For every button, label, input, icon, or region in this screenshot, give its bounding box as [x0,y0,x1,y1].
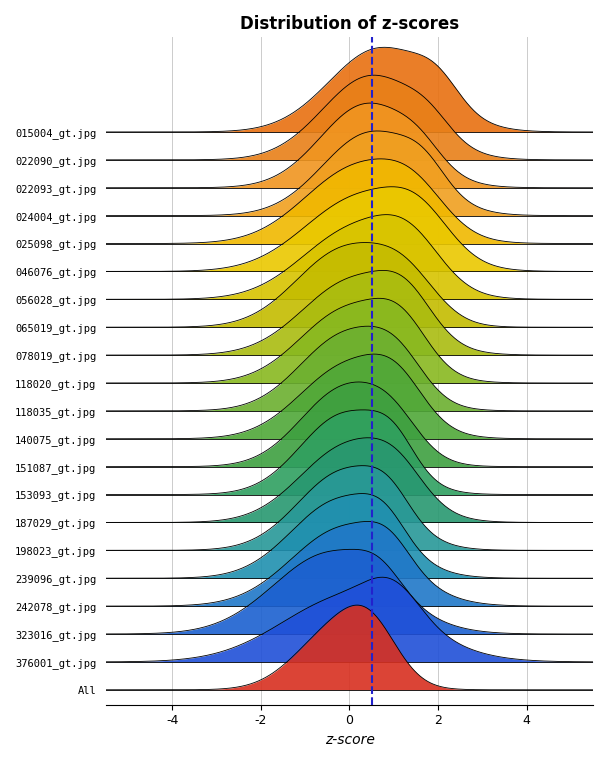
X-axis label: z-score: z-score [325,733,375,747]
Title: Distribution of z-scores: Distribution of z-scores [240,15,459,33]
